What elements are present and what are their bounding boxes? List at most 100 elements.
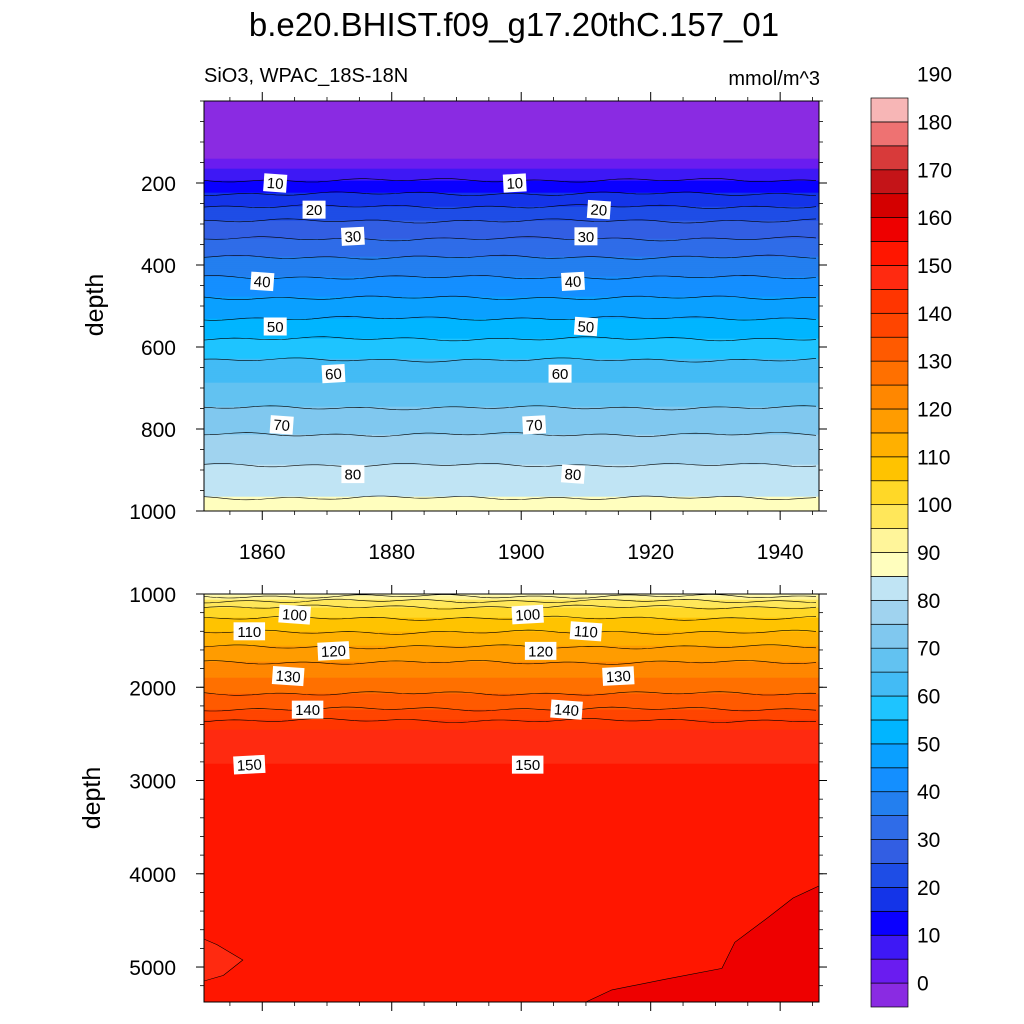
contour-band: [204, 130, 819, 134]
contour-line-100: [204, 604, 817, 610]
contour-band: [204, 899, 819, 903]
contour-band: [204, 685, 819, 689]
contour-band: [204, 789, 819, 793]
contour-label: 40: [561, 271, 585, 291]
contour-band: [204, 619, 819, 623]
contour-band: [204, 665, 819, 669]
contour-band: [204, 605, 819, 609]
contour-band: [204, 737, 819, 741]
contour-band: [204, 961, 819, 965]
colorbar: 0 10 20 30 40 50 60 70 80 90 100 110 120 130 140 150 160…: [870, 64, 952, 1008]
contour-band: [204, 793, 819, 797]
contour-band: [204, 785, 819, 789]
contour-line-85: [204, 495, 817, 501]
x-tick-label: 1880: [368, 541, 415, 564]
y-tick-label: 1000: [129, 501, 176, 524]
contour-band: [204, 392, 819, 396]
contour-line-60: [204, 357, 817, 363]
contour-band: [204, 216, 819, 220]
contour-band: [204, 348, 819, 352]
contour-label-text: 50: [577, 318, 595, 336]
contour-band: [204, 817, 819, 821]
contour-label-box: [341, 465, 365, 484]
contour-band: [204, 118, 819, 122]
contour-band: [204, 853, 819, 857]
contour-band: [204, 352, 819, 356]
contour-band: [204, 735, 819, 739]
variable-region-subtitle: SiO3, WPAC_18S-18N: [204, 65, 408, 87]
contour-band: [204, 895, 819, 899]
contour-band: [204, 228, 819, 232]
contour-band: [204, 753, 819, 757]
contour-band: [204, 747, 819, 751]
contour-band: [204, 695, 819, 699]
contour-band: [204, 875, 819, 879]
x-tick-label: 1940: [757, 541, 804, 564]
colorbar-swatch: [870, 480, 909, 506]
contour-line-80: [204, 463, 817, 468]
contour-label: 30: [340, 226, 365, 246]
colorbar-swatch: [870, 695, 909, 721]
contour-band: [204, 254, 819, 258]
contour-band: [204, 306, 819, 310]
contour-label-box: [263, 173, 288, 193]
contour-band: [204, 829, 819, 833]
colorbar-swatch: [870, 528, 909, 553]
contour-band: [204, 424, 819, 428]
contour-band: [204, 194, 819, 198]
colorbar-label: 30: [917, 829, 940, 852]
contour-band: [204, 382, 819, 386]
contour-label: 100: [278, 604, 311, 625]
contour-band: [204, 416, 819, 420]
contour-label: 120: [317, 641, 350, 661]
contour-band: [204, 120, 819, 124]
contour-band: [204, 733, 819, 737]
contour-band: [204, 312, 819, 316]
contour-band: [204, 903, 819, 907]
contour-band: [204, 280, 819, 284]
colorbar-swatch: [870, 576, 909, 601]
contour-band: [204, 935, 819, 939]
contour-band: [204, 296, 819, 300]
contour-band: [204, 284, 819, 288]
contour-band: [204, 474, 819, 478]
contour-label-box: [263, 317, 287, 336]
lower-y-axis-label: depth: [78, 767, 106, 830]
colorbar-swatch: [870, 743, 909, 769]
contour-band: [204, 815, 819, 819]
contour-band: [204, 965, 819, 969]
upper-panel: 10 10 20 20 30 30 40 40 50 50 60 60 70 70 80 80 200 400 60…: [129, 92, 827, 564]
contour-label-text: 140: [295, 702, 320, 719]
contour-band: [204, 388, 819, 392]
contour-band: [204, 715, 819, 719]
contour-label: 150: [511, 755, 544, 774]
contour-band: [204, 705, 819, 709]
contour-band: [204, 308, 819, 312]
contour-band: [204, 973, 819, 977]
contour-band: [204, 148, 819, 152]
contour-band: [204, 350, 819, 354]
contour-band: [204, 162, 819, 166]
colorbar-swatch: [870, 504, 909, 529]
contour-band: [204, 508, 819, 511]
contour-band: [204, 138, 819, 142]
contour-band: [204, 837, 819, 841]
contour-field: 10 10 20 20 30 30 40 40 50 50 60 60 70 70 80 80: [204, 101, 819, 511]
contour-band: [204, 723, 819, 727]
contour-band: [204, 987, 819, 991]
contour-label-text: 40: [253, 273, 271, 291]
contour-line-40: [204, 274, 817, 280]
contour-band: [204, 144, 819, 148]
contour-band: [204, 877, 819, 881]
contour-label: 140: [550, 699, 583, 720]
contour-band: [204, 380, 819, 384]
contour-band: [204, 635, 819, 639]
contour-label-text: 150: [236, 757, 262, 775]
contour-label-text: 150: [515, 757, 540, 774]
contour-band: [204, 142, 819, 146]
contour-band: [204, 428, 819, 432]
contour-band: [204, 432, 819, 436]
contour-band: [204, 316, 819, 320]
contour-band: [204, 116, 819, 120]
